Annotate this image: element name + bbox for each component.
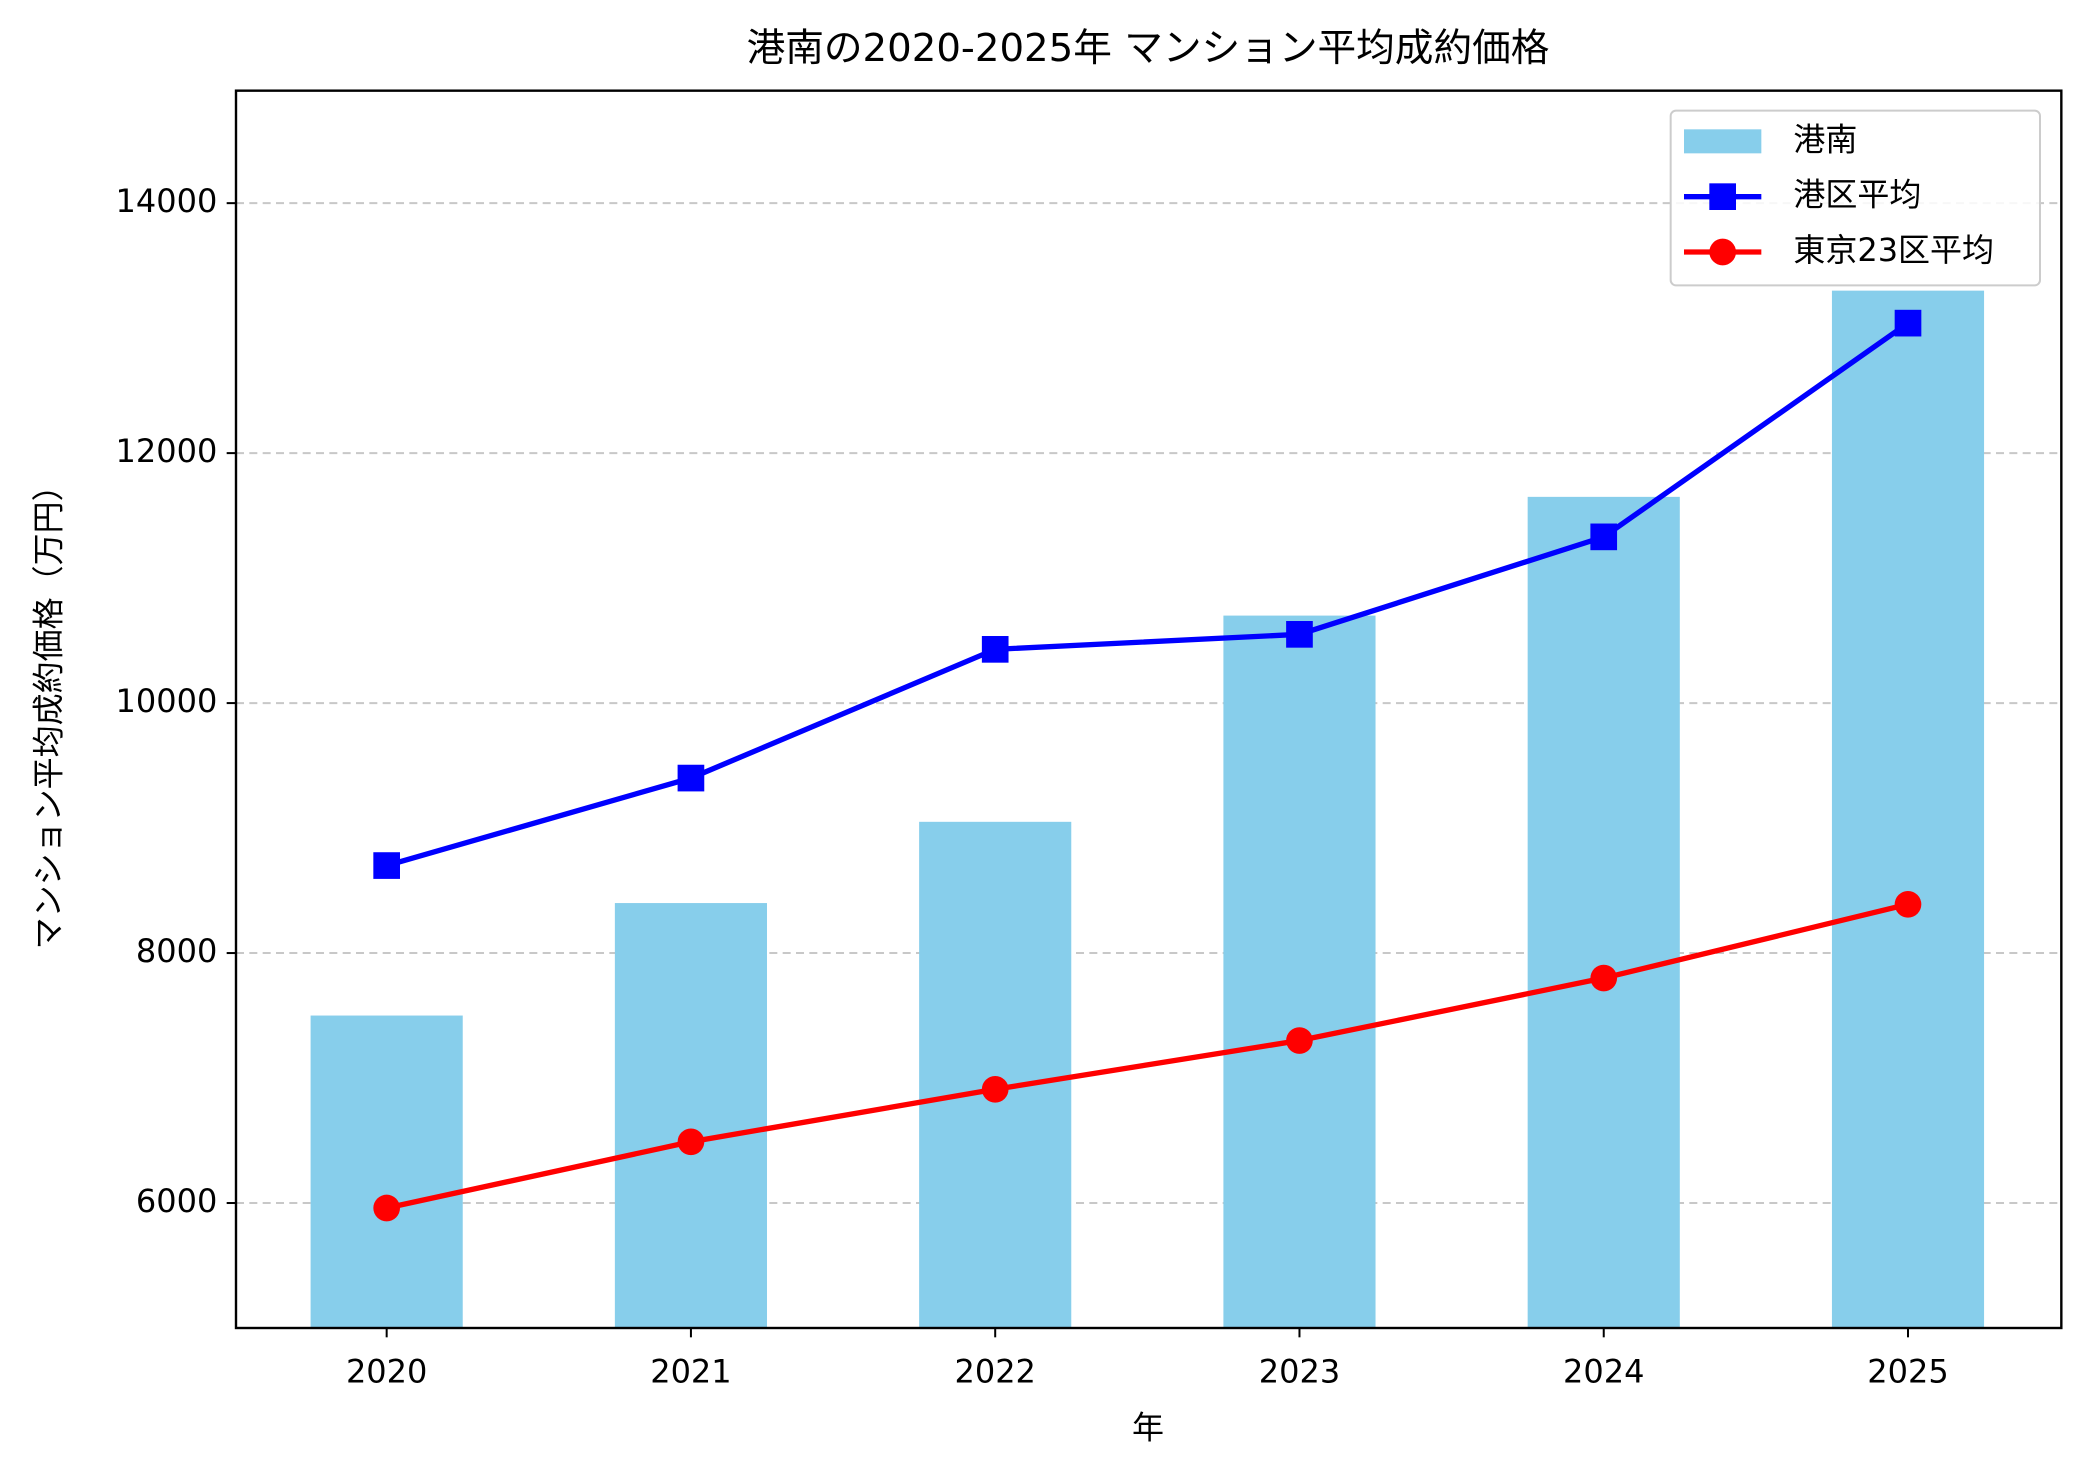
- x-tick-label: 2023: [1259, 1352, 1340, 1390]
- marker: [677, 1128, 705, 1156]
- x-tick-label: 2020: [346, 1352, 427, 1390]
- x-tick-label: 2022: [954, 1352, 1035, 1390]
- marker: [1894, 890, 1922, 918]
- legend-label: 港区平均: [1793, 176, 1921, 214]
- legend-label: 東京23区平均: [1793, 231, 1994, 269]
- x-tick-label: 2021: [650, 1352, 731, 1390]
- x-tick-label: 2024: [1563, 1352, 1644, 1390]
- marker: [677, 764, 705, 792]
- bar: [1223, 615, 1376, 1328]
- y-tick-label: 12000: [116, 432, 218, 470]
- x-axis-label: 年: [1132, 1408, 1164, 1446]
- y-tick-label: 6000: [136, 1182, 217, 1220]
- marker: [1286, 1027, 1313, 1054]
- bar: [919, 821, 1072, 1328]
- chart-title: 港南の2020-2025年 マンション平均成約価格: [747, 26, 1550, 71]
- plot-frame: [234, 89, 2063, 1330]
- legend-swatch: [1684, 129, 1762, 154]
- marker: [1286, 621, 1313, 648]
- y-tick-label: 8000: [136, 932, 217, 970]
- marker: [373, 1194, 400, 1222]
- legend-marker: [1709, 238, 1736, 266]
- y-tick-label: 10000: [116, 682, 218, 720]
- line: [386, 901, 1909, 1211]
- marker: [373, 852, 400, 879]
- legend-box: [1669, 109, 2041, 287]
- legend-label: 港南: [1793, 120, 1857, 158]
- marker: [1894, 309, 1922, 337]
- x-tick-label: 2025: [1867, 1352, 1948, 1390]
- bar: [1527, 496, 1680, 1328]
- marker: [981, 636, 1009, 663]
- marker: [981, 1075, 1009, 1103]
- bar: [310, 1015, 463, 1328]
- bar: [1831, 290, 1985, 1328]
- marker: [1590, 964, 1618, 992]
- line: [385, 320, 1910, 869]
- legend-marker: [1709, 183, 1736, 210]
- y-tick-label: 14000: [116, 182, 218, 220]
- marker: [1590, 523, 1618, 551]
- y-axis-label: マンション平均成約価格（万円）: [30, 469, 68, 949]
- bar: [614, 903, 767, 1328]
